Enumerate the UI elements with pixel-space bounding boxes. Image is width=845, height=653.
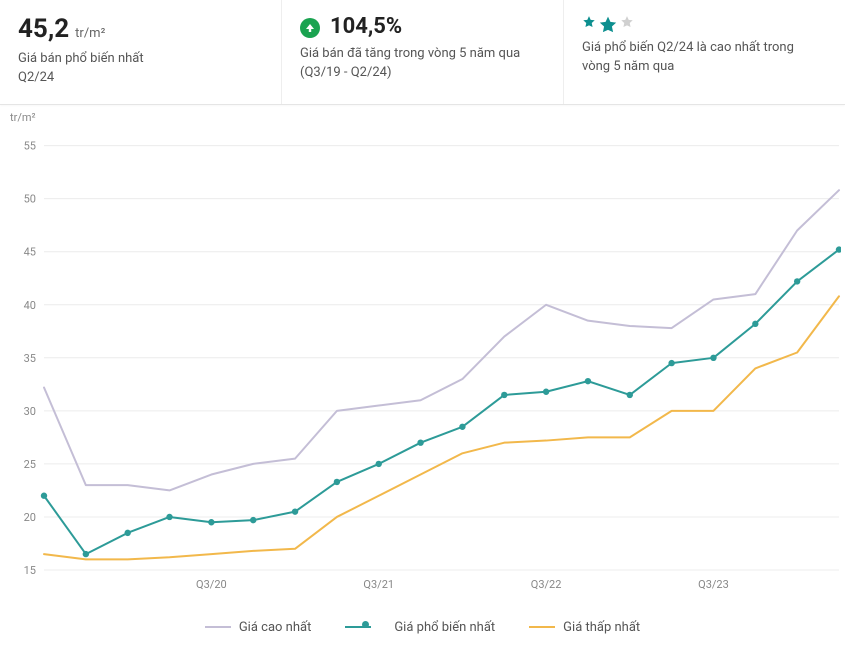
chart-legend: Giá cao nhất Giá phổ biến nhất Giá thấp nh… [0,610,845,649]
legend-label: Giá phổ biến nhất [394,620,495,635]
price-chart: 15 20 25 30 35 40 45 50 55 Q3/20 Q3/21 Q3/22 Q3/23 [4,115,841,595]
marker-common [334,478,340,484]
price-line2: Q2/24 [18,69,263,88]
legend-item-common: Giá phổ biến nhất [345,620,495,635]
marker-common [585,378,591,384]
rating-line2: vòng 5 năm qua [582,58,827,77]
price-value: 45,2 [18,14,69,44]
summary-cards: 45,2 tr/m² Giá bán phổ biến nhất Q2/24 1… [0,0,845,105]
price-unit: tr/m² [75,26,105,41]
price-line1: Giá bán phổ biến nhất [18,50,263,69]
legend-item-low: Giá thấp nhất [529,620,640,635]
marker-common [250,517,256,523]
star-icon [582,15,596,29]
rating-line1: Giá phổ biến Q2/24 là cao nhất trong [582,39,827,58]
series-high [44,190,839,490]
x-tick-label: Q3/20 [196,578,227,591]
marker-common [543,388,549,394]
y-tick-label: 35 [24,351,36,364]
legend-label: Giá cao nhất [239,620,312,635]
star-icon [598,15,618,35]
y-tick-label: 50 [24,192,36,205]
y-tick-label: 15 [24,564,36,577]
marker-common [41,492,47,498]
y-tick-label: 25 [24,458,36,471]
y-tick-label: 45 [24,245,36,258]
marker-common [627,391,633,397]
marker-common [752,320,758,326]
card-growth-head: 104,5% [300,14,545,39]
y-tick-label: 20 [24,511,36,524]
marker-common [459,423,465,429]
marker-common [376,460,382,466]
star-icon [620,15,634,29]
marker-common [794,278,800,284]
card-price: 45,2 tr/m² Giá bán phổ biến nhất Q2/24 [0,0,282,104]
marker-common [710,354,716,360]
marker-common [417,439,423,445]
legend-label: Giá thấp nhất [563,620,640,635]
growth-line1: Giá bán đã tăng trong vòng 5 năm qua [300,45,545,64]
y-tick-label: 40 [24,298,36,311]
x-tick-label: Q3/23 [698,578,729,591]
card-rating: Giá phổ biến Q2/24 là cao nhất trong vòn… [564,0,845,104]
card-growth: 104,5% Giá bán đã tăng trong vòng 5 năm … [282,0,564,104]
arrow-up-icon [300,18,320,38]
marker-common [124,529,130,535]
x-tick-label: Q3/22 [531,578,562,591]
y-tick-label: 55 [24,139,36,152]
marker-common [166,513,172,519]
series-common [44,249,839,554]
growth-pct: 104,5% [330,14,402,39]
growth-line2: (Q3/19 - Q2/24) [300,64,545,83]
rating-stars [582,15,634,35]
y-axis-unit: tr/m² [10,111,36,124]
x-tick-label: Q3/21 [363,578,394,591]
marker-common [292,508,298,514]
marker-common [501,391,507,397]
y-tick-label: 30 [24,405,36,418]
marker-common [668,360,674,366]
chart-container: tr/m² 15 20 25 30 35 40 45 50 55 Q3/20 Q3/21 Q3/22 Q… [0,105,845,610]
marker-common [83,551,89,557]
marker-common [208,519,214,525]
legend-item-high: Giá cao nhất [205,620,312,635]
card-price-head: 45,2 tr/m² [18,14,263,44]
